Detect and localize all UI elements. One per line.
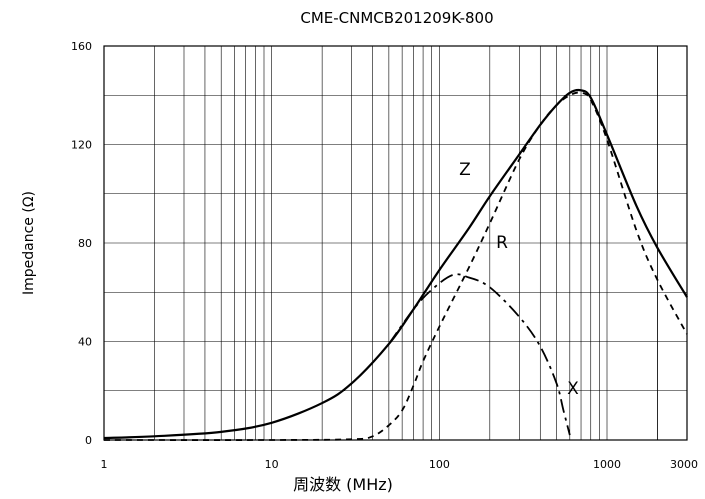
- y-tick-label: 120: [71, 139, 92, 152]
- y-axis-label: Impedance (Ω): [21, 191, 37, 295]
- y-tick-label: 0: [85, 434, 92, 447]
- x-tick-label: 10: [265, 458, 279, 471]
- series-label-z: Z: [459, 160, 471, 180]
- y-tick-labels: 0 40 80 120 160: [71, 40, 92, 447]
- chart-title: CME-CNMCB201209K-800: [300, 9, 493, 27]
- plot-frame: [103, 45, 688, 441]
- series-label-r: R: [496, 233, 508, 253]
- series-label-x: X: [567, 379, 579, 399]
- series-line-r: [103, 91, 688, 441]
- x-tick-labels: 1 10 100 1000 3000: [101, 458, 699, 471]
- x-tick-label: 1000: [593, 458, 621, 471]
- y-tick-label: 80: [78, 237, 92, 250]
- series-line-x: [388, 273, 571, 436]
- series-group: [103, 88, 688, 441]
- y-tick-label: 40: [78, 336, 92, 349]
- grid-lines: [104, 46, 687, 440]
- x-tick-label: 100: [429, 458, 450, 471]
- series-line-z: [103, 88, 688, 440]
- y-tick-label: 160: [71, 40, 92, 53]
- x-tick-label: 1: [101, 458, 108, 471]
- x-tick-label: 3000: [670, 458, 698, 471]
- x-axis-label: 周波数 (MHz): [293, 475, 393, 494]
